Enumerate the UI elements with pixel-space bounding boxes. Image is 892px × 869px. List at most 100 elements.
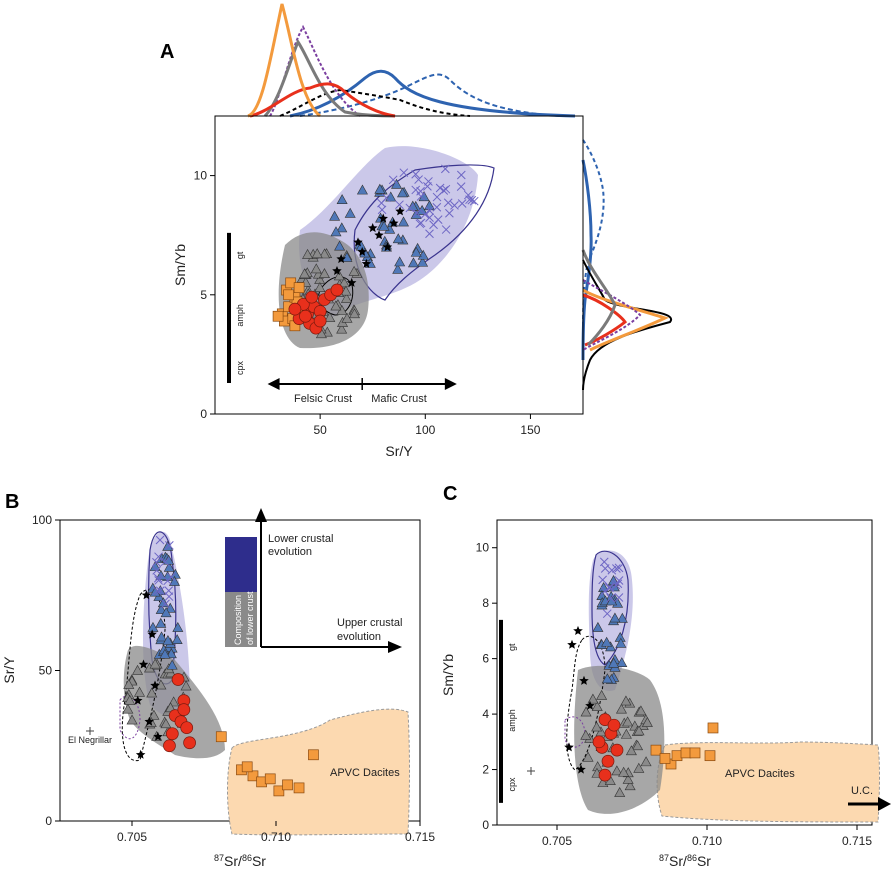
cross-marker <box>614 576 624 585</box>
triangle-marker <box>417 256 429 267</box>
triangle-marker <box>641 716 653 727</box>
cross-marker <box>152 557 161 567</box>
mafic-crust-label: Mafic Crust <box>371 393 427 405</box>
triangle-marker <box>172 621 184 632</box>
cross-marker <box>457 199 467 208</box>
panel-a-ylabel: Sm/Yb <box>172 244 188 286</box>
black-star-point <box>336 254 346 264</box>
triangle-marker <box>333 270 345 281</box>
triangle-marker <box>592 621 604 632</box>
panel-b-ticks: 0.705 0.710 0.715 0 50 100 <box>32 513 435 844</box>
orange-square-point <box>241 761 253 773</box>
cross-marker <box>445 208 454 218</box>
triangle-marker <box>618 766 630 777</box>
triangle-marker <box>336 323 348 334</box>
density-curve-orange <box>247 3 322 118</box>
cross-marker <box>440 164 450 174</box>
triangle-marker <box>394 256 406 267</box>
crust-arrow-left-head <box>267 378 280 390</box>
composition-lower-crust-blue <box>225 537 257 592</box>
black-star-point <box>150 680 160 690</box>
triangle-marker <box>168 575 180 586</box>
triangle-marker <box>336 222 348 233</box>
cross-marker <box>161 599 170 609</box>
triangle-marker <box>609 612 621 623</box>
triangle-marker <box>126 714 138 725</box>
triangle-marker <box>155 603 167 614</box>
triangle-marker <box>591 721 603 732</box>
red-circle-point <box>183 736 196 750</box>
cross-marker <box>600 564 610 573</box>
panel-c-ylabel: Sm/Yb <box>440 654 456 696</box>
cross-marker <box>613 579 623 589</box>
panel-a-letter: A <box>160 41 174 63</box>
cross-marker <box>425 213 434 223</box>
x-tick-label: 0.715 <box>405 830 435 844</box>
orange-square-point <box>282 779 293 791</box>
mineral-label-amph: amph <box>235 304 245 327</box>
panel-c-ticks: 0.705 0.710 0.715 0 2 4 6 8 10 <box>476 541 873 848</box>
panel-c-frame <box>496 519 873 826</box>
black-star-point <box>368 223 378 233</box>
orange-square-point <box>293 782 305 794</box>
cross-marker <box>377 205 387 215</box>
cross-marker <box>443 198 453 208</box>
black-star-point <box>135 749 146 759</box>
cross-marker <box>405 203 415 213</box>
cross-marker <box>456 170 466 180</box>
black-star-point <box>332 266 342 275</box>
triangle-marker <box>123 678 135 689</box>
triangle-marker <box>302 248 314 259</box>
cross-marker <box>388 175 398 185</box>
cross-marker <box>160 557 170 567</box>
triangle-marker <box>615 637 627 648</box>
panel-a: A <box>160 3 673 459</box>
triangle-marker <box>601 636 613 647</box>
triangle-marker <box>341 251 353 262</box>
lower-crustal-label-2: evolution <box>268 546 312 558</box>
density-curve-blue <box>289 69 576 118</box>
triangle-marker <box>155 617 167 628</box>
panel-c-crosses <box>598 557 624 619</box>
black-star-point <box>573 625 583 635</box>
triangle-marker <box>633 762 645 773</box>
cross-marker <box>416 192 426 201</box>
y-tick-label: 4 <box>482 707 489 721</box>
cross-marker <box>450 201 459 210</box>
cross-marker <box>154 552 163 562</box>
right-density-red <box>582 293 628 347</box>
red-circle-point <box>330 283 344 297</box>
cross-marker <box>435 183 445 193</box>
triangle-marker <box>338 277 350 288</box>
red-circle-point <box>163 739 176 753</box>
uc-arrowhead <box>878 797 891 811</box>
triangle-marker <box>163 561 175 572</box>
panel-b-points <box>133 590 319 797</box>
triangle-marker <box>397 216 409 227</box>
triangle-marker <box>344 207 356 218</box>
cross-marker <box>604 583 614 592</box>
black-star-point <box>389 218 399 228</box>
black-star-point <box>147 629 157 639</box>
panel-b-crosses <box>152 535 176 609</box>
upper-crustal-label-1: Upper crustal <box>337 617 402 629</box>
black-star-point <box>564 742 574 752</box>
triangle-marker <box>311 248 323 259</box>
cross-marker <box>381 193 391 203</box>
mineral-label-gt-c: gt <box>507 643 517 651</box>
panel-b-ylabel: Sr/Y <box>1 656 17 684</box>
red-circle-point <box>305 290 319 304</box>
cross-marker <box>602 609 612 619</box>
black-star-point <box>138 659 149 669</box>
el-negrillar-label: El Negrillar <box>68 735 112 745</box>
orange-square-point <box>283 289 294 301</box>
triangle-marker <box>160 718 172 729</box>
y-tick-label: 2 <box>482 763 489 777</box>
y-tick-label: 10 <box>194 169 208 183</box>
upper-crustal-arrowhead <box>388 641 402 653</box>
right-density-purple <box>582 279 642 351</box>
black-star-point <box>346 277 357 287</box>
panel-b-orange-field <box>227 708 410 836</box>
cross-marker <box>611 580 621 590</box>
